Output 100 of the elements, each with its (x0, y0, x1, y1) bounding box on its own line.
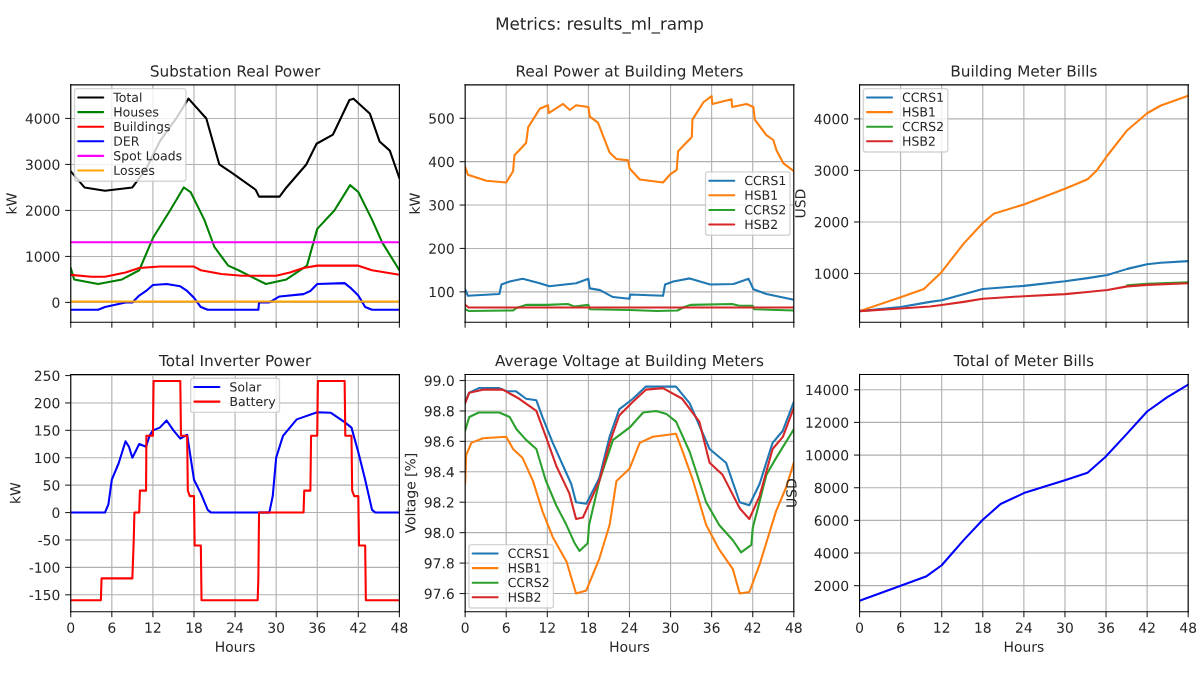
legend-label: Losses (114, 165, 155, 176)
y-tick-label: -150 (29, 589, 60, 601)
x-tick-label: 12 (540, 622, 555, 633)
legend-label: Battery (230, 396, 276, 409)
x-tick-label: 18 (186, 622, 202, 633)
line-series (70, 184, 400, 286)
y-tick-label: 98.2 (424, 497, 454, 508)
x-tick-label: 42 (1138, 622, 1155, 633)
x-tick-label: 18 (975, 622, 991, 633)
y-tick-label: 2000 (814, 216, 849, 228)
y-tick-label: 100 (35, 452, 60, 464)
y-axis-title: USD (795, 189, 806, 218)
legend-label: Solar (230, 381, 262, 392)
y-tick-label: 2000 (814, 580, 849, 592)
y-tick-label: 97.8 (424, 558, 454, 569)
x-tick-label: 30 (1057, 622, 1073, 633)
line-series (465, 95, 794, 184)
x-tick-label: 36 (309, 622, 326, 633)
y-tick-label: 98.6 (424, 436, 454, 447)
x-tick-label: 0 (67, 622, 75, 633)
legend-label: HSB1 (508, 563, 541, 573)
y-tick-label: 200 (429, 243, 454, 254)
y-tick-label: 50 (43, 480, 60, 491)
y-tick-label: 3000 (26, 159, 60, 170)
legend-label: CCRS2 (508, 577, 549, 588)
chart-title: Real Power at Building Meters (516, 64, 743, 80)
line-series (859, 94, 1189, 313)
y-tick-label: 98.4 (424, 466, 454, 478)
y-tick-label: 0 (52, 507, 60, 519)
chart-title: Substation Real Power (150, 64, 321, 77)
legend-label: Buildings (114, 121, 170, 134)
x-tick-label: 36 (1098, 622, 1114, 633)
y-tick-label: 99.0 (424, 375, 454, 386)
x-tick-label: 42 (350, 622, 366, 633)
legend-label: Total (113, 92, 142, 103)
y-tick-label: 4000 (25, 113, 60, 124)
x-tick-label: 12 (934, 622, 950, 633)
x-tick-label: 24 (621, 622, 638, 633)
y-axis-title: kW (5, 193, 17, 214)
x-tick-label: 48 (785, 622, 802, 633)
line-series (859, 383, 1189, 602)
x-tick-label: 18 (581, 622, 597, 633)
x-tick-label: 48 (1180, 622, 1197, 633)
y-tick-label: 250 (34, 370, 60, 382)
y-tick-label: 4000 (814, 547, 849, 559)
legend-label: HSB1 (903, 107, 935, 117)
legend-label: CCRS1 (744, 175, 786, 186)
y-axis-title: kW (409, 193, 420, 214)
y-axis-title: USD (786, 479, 797, 507)
chart-title: Total Inverter Power (158, 354, 312, 367)
legend-label: HSB1 (745, 190, 777, 200)
y-tick-label: 98.8 (424, 405, 454, 417)
legend-label: CCRS2 (744, 205, 786, 215)
chart-title: Average Voltage at Building Meters (495, 354, 764, 370)
y-axis-title: Voltage [%] (404, 454, 419, 534)
y-tick-label: -100 (29, 562, 60, 573)
x-tick-label: 24 (1016, 622, 1032, 633)
y-tick-label: 6000 (814, 515, 849, 526)
legend-label: DER (114, 136, 140, 146)
line-series (465, 277, 794, 301)
text: Metrics: results_ml_ramp (496, 16, 703, 34)
y-tick-label: 12000 (806, 417, 849, 428)
x-tick-label: 42 (744, 622, 761, 633)
x-tick-label: 30 (662, 622, 679, 633)
line-series (70, 264, 400, 278)
y-tick-label: 150 (35, 425, 60, 436)
legend-label: CCRS1 (508, 548, 549, 559)
x-tick-label: 0 (461, 622, 469, 633)
y-tick-label: 100 (429, 286, 454, 298)
legend-label: HSB2 (903, 136, 935, 146)
y-tick-label: 1000 (26, 251, 60, 262)
y-tick-label: 400 (428, 156, 454, 168)
legend-label: CCRS2 (902, 121, 943, 132)
x-tick-label: 48 (391, 622, 408, 633)
y-tick-label: 1000 (815, 268, 849, 279)
y-tick-label: 14000 (806, 384, 849, 396)
line-series (70, 411, 400, 514)
y-axis-title: kW (9, 482, 21, 503)
legend-label: CCRS1 (902, 92, 943, 103)
y-tick-label: 500 (429, 113, 454, 124)
x-axis-title: Hours (610, 641, 650, 652)
x-tick-label: 36 (703, 622, 720, 633)
y-tick-label: 97.6 (424, 588, 454, 599)
chart-title: Total of Meter Bills (953, 354, 1094, 367)
chart-title: Building Meter Bills (951, 64, 1097, 80)
legend-label: HSB2 (745, 219, 777, 230)
legend-label: HSB2 (508, 592, 541, 602)
x-tick-label: 6 (502, 622, 510, 633)
y-tick-label: 4000 (814, 113, 849, 125)
x-tick-label: 0 (856, 622, 864, 633)
y-tick-label: 300 (429, 200, 454, 211)
y-tick-label: 0 (52, 297, 60, 308)
line-series (70, 282, 400, 311)
x-tick-label: 6 (108, 622, 116, 633)
y-tick-label: 3000 (814, 165, 849, 176)
y-tick-label: 8000 (814, 482, 849, 494)
y-tick-label: 98.0 (424, 527, 454, 539)
x-axis-title: Hours (216, 641, 255, 652)
legend-label: Spot Loads (114, 150, 182, 163)
y-tick-label: 200 (34, 397, 60, 409)
